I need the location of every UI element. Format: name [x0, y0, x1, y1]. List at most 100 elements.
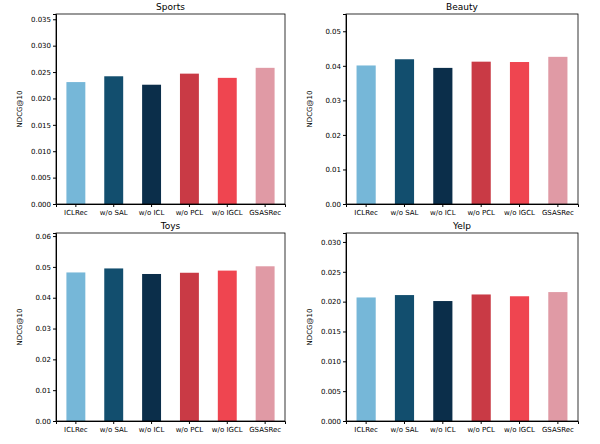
tick-label: 0.01	[325, 166, 341, 174]
tick: 0.025	[31, 69, 56, 77]
bar	[142, 274, 161, 421]
tick: 0.000	[31, 201, 56, 209]
tick-label: GSASRec	[542, 426, 574, 434]
tick-label: w/o PCL	[467, 426, 495, 434]
tick-mark	[343, 135, 346, 136]
tick-label: w/o ICL	[139, 426, 165, 434]
bar	[357, 65, 376, 204]
tick-mark	[343, 100, 346, 101]
tick: 0.015	[321, 328, 346, 336]
tick-label: w/o SAL	[100, 209, 128, 217]
tick: 0.00	[35, 418, 56, 426]
tick: 0.04	[325, 63, 346, 71]
panel: 0.000.010.020.030.040.05ICLRecw/o SALw/o…	[306, 2, 579, 217]
plot-frame	[346, 14, 578, 204]
tick: 0.03	[35, 325, 56, 333]
tick-mark	[442, 421, 443, 424]
tick-mark	[557, 204, 558, 207]
bar	[218, 271, 237, 421]
tick-mark	[227, 421, 228, 424]
tick-mark	[53, 178, 56, 179]
tick-mark	[53, 236, 56, 237]
tick-label: 0.030	[31, 42, 51, 50]
tick: 0.005	[31, 174, 56, 182]
tick-mark	[265, 204, 266, 207]
tick-mark	[189, 421, 190, 424]
bar	[218, 78, 237, 204]
tick-mark	[227, 204, 228, 207]
tick-label: w/o SAL	[391, 426, 419, 434]
x-axis: ICLRec w/o SAL w/o ICL w/o PCL w/o IGCL GSASR…	[347, 421, 579, 434]
tick: 0.030	[321, 239, 346, 247]
tick: 0.05	[35, 264, 56, 272]
tick: w/o ICL	[139, 421, 165, 434]
figure: 0.0000.0050.0100.0150.0200.0250.0300.035…	[0, 0, 600, 444]
tick: 0.010	[321, 358, 346, 366]
tick: w/o SAL	[100, 421, 128, 434]
tick-label: 0.06	[35, 233, 51, 241]
tick-mark	[519, 421, 520, 424]
tick-mark	[53, 72, 56, 73]
tick: 0.005	[321, 388, 346, 396]
tick: 0.01	[35, 387, 56, 395]
tick-mark	[53, 19, 56, 20]
tick-label: ICLRec	[354, 426, 378, 434]
axis-title: NDCG@10	[16, 91, 24, 128]
bar	[142, 85, 161, 204]
tick-label: 0.020	[31, 95, 51, 103]
tick-label: 0.020	[321, 298, 341, 306]
title: Toys	[160, 221, 181, 231]
bar	[357, 297, 376, 421]
panel: 0.0000.0050.0100.0150.0200.0250.030ICLRe…	[306, 221, 579, 434]
tick: w/o PCL	[467, 421, 495, 434]
y-axis: 0.00 0.01 0.02 0.03 0.04 0.05 0.06	[35, 233, 56, 426]
tick: 0.06	[35, 233, 56, 241]
bars	[357, 292, 568, 421]
tick-label: ICLRec	[354, 209, 378, 217]
tick-label: 0.005	[31, 174, 51, 182]
tick-mark	[343, 331, 346, 332]
tick: w/o ICL	[139, 204, 165, 217]
tick-label: 0.025	[321, 269, 341, 277]
tick: w/o ICL	[430, 421, 456, 434]
tick-label: 0.04	[325, 63, 341, 71]
tick-mark	[343, 421, 346, 422]
tick-mark	[53, 125, 56, 126]
x-axis: ICLRecw/o SALw/o ICLw/o PCLw/o IGCLGSASR…	[57, 421, 286, 434]
axis-title: NDCG@10	[306, 309, 314, 346]
tick: w/o PCL	[176, 421, 204, 434]
tick-label: 0.03	[325, 97, 341, 105]
tick-mark	[151, 421, 152, 424]
tick: w/o IGCL	[504, 421, 535, 434]
tick-mark	[343, 272, 346, 273]
tick-mark	[189, 204, 190, 207]
tick: 0.03	[325, 97, 346, 105]
y-axis: 0.0000.0050.0100.0150.0200.0250.030	[321, 234, 347, 426]
tick: 0.00	[325, 201, 346, 209]
tick: 0.04	[35, 294, 56, 302]
tick-label: w/o ICL	[430, 209, 456, 217]
tick-mark	[53, 359, 56, 360]
tick-mark	[481, 204, 482, 207]
axis-title: NDCG@10	[16, 309, 24, 346]
tick-label: 0.000	[31, 201, 51, 209]
tick: w/o SAL	[391, 421, 419, 434]
tick: ICLRec	[354, 204, 378, 217]
bar	[433, 68, 452, 204]
tick-label: 0.030	[321, 239, 341, 247]
tick-label: w/o IGCL	[504, 209, 535, 217]
tick-mark	[53, 46, 56, 47]
tick-label: 0.00	[35, 418, 51, 426]
tick: w/o IGCL	[212, 204, 243, 217]
bar	[66, 82, 85, 204]
tick: ICLRec	[64, 421, 88, 434]
bar	[395, 295, 414, 421]
bars	[66, 68, 274, 204]
tick-label: ICLRec	[64, 209, 88, 217]
y-axis: 0.0000.0050.0100.0150.0200.0250.0300.035	[31, 15, 57, 209]
tick: GSASRec	[249, 204, 281, 217]
tick-label: 0.02	[35, 356, 51, 364]
tick-mark	[557, 421, 558, 424]
title: Sports	[156, 2, 185, 12]
tick: 0.015	[31, 122, 56, 130]
